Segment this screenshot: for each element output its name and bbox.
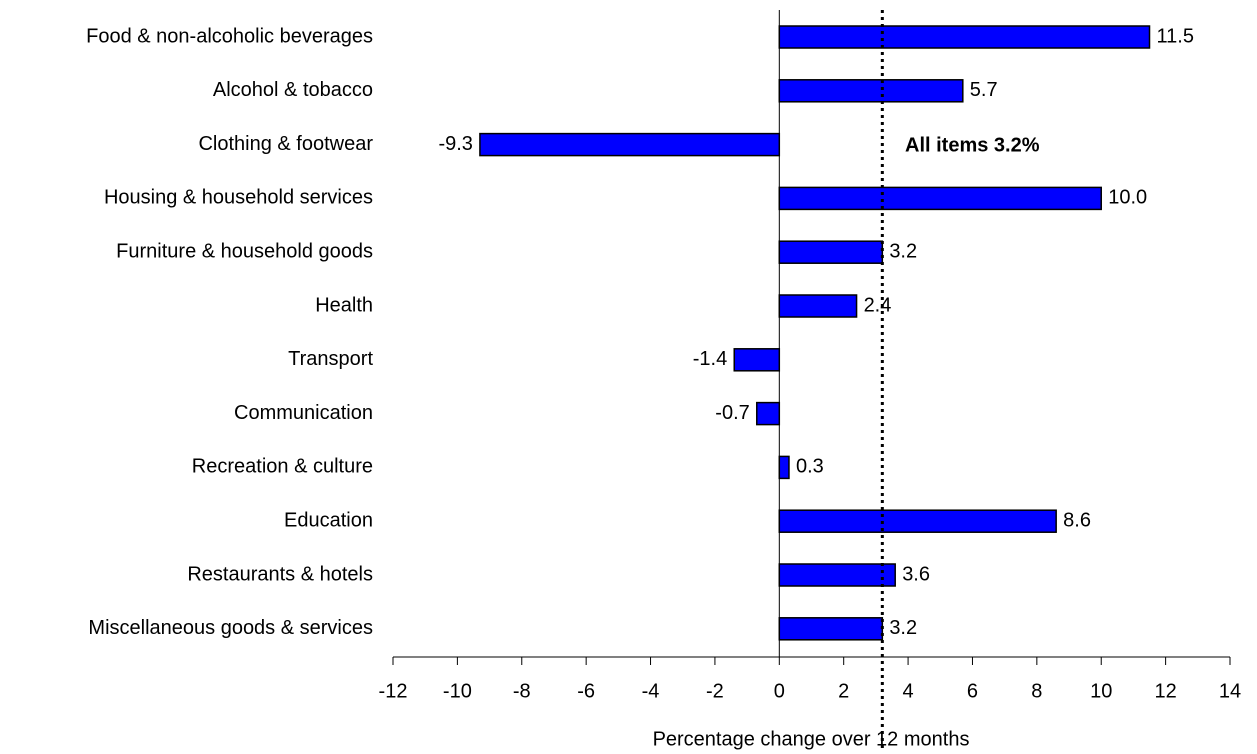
y-tick-label: Furniture & household goods (116, 240, 373, 262)
data-label: 8.6 (1063, 509, 1091, 531)
x-tick-label: -10 (443, 680, 472, 702)
x-tick-label: 12 (1154, 680, 1176, 702)
data-label: 5.7 (970, 79, 998, 101)
bar (778, 617, 884, 641)
data-label: -9.3 (438, 133, 472, 155)
data-label: 3.6 (902, 563, 930, 585)
x-tick-label: -4 (642, 680, 660, 702)
bar (778, 25, 1151, 49)
bar (778, 509, 1057, 533)
data-label: -0.7 (715, 402, 749, 424)
y-tick-label: Restaurants & hotels (187, 563, 373, 585)
data-label: 10.0 (1108, 187, 1147, 209)
bar (778, 294, 858, 318)
bar (733, 348, 781, 372)
data-label: 11.5 (1157, 25, 1194, 47)
x-tick-label: 8 (1031, 680, 1042, 702)
bar (756, 401, 781, 426)
y-tick-label: Health (315, 294, 373, 316)
bar (479, 132, 781, 157)
x-tick-label: 4 (903, 680, 914, 702)
x-tick-label: 6 (967, 680, 978, 702)
bar (778, 240, 884, 264)
y-tick-label: Food & non-alcoholic beverages (86, 25, 373, 47)
data-label: 2.4 (864, 294, 892, 316)
bar (778, 563, 896, 587)
x-tick-label: 10 (1090, 680, 1112, 702)
bar (778, 79, 964, 103)
x-tick-label: 2 (838, 680, 849, 702)
bar (778, 186, 1102, 211)
data-label: -1.4 (693, 348, 727, 370)
y-tick-label: Alcohol & tobacco (213, 79, 373, 101)
y-tick-label: Miscellaneous goods & services (88, 617, 373, 639)
x-tick-label: -6 (577, 680, 595, 702)
y-tick-label: Housing & household services (104, 187, 373, 209)
data-label: 0.3 (796, 456, 824, 478)
y-tick-label: Recreation & culture (192, 456, 373, 478)
x-axis-label: Percentage change over 12 months (653, 728, 970, 750)
y-tick-label: Education (284, 509, 373, 531)
data-label: 3.2 (889, 617, 917, 639)
x-tick-label: 14 (1219, 680, 1241, 702)
data-label: 3.2 (889, 240, 917, 262)
y-tick-label: Clothing & footwear (198, 133, 373, 155)
y-tick-label: Transport (288, 348, 373, 370)
y-tick-label: Communication (234, 402, 373, 424)
x-tick-label: -8 (513, 680, 531, 702)
x-tick-label: 0 (774, 680, 785, 702)
bar (778, 455, 790, 480)
reference-label: All items 3.2% (905, 134, 1040, 156)
x-tick-label: -2 (706, 680, 724, 702)
x-tick-label: -12 (379, 680, 408, 702)
